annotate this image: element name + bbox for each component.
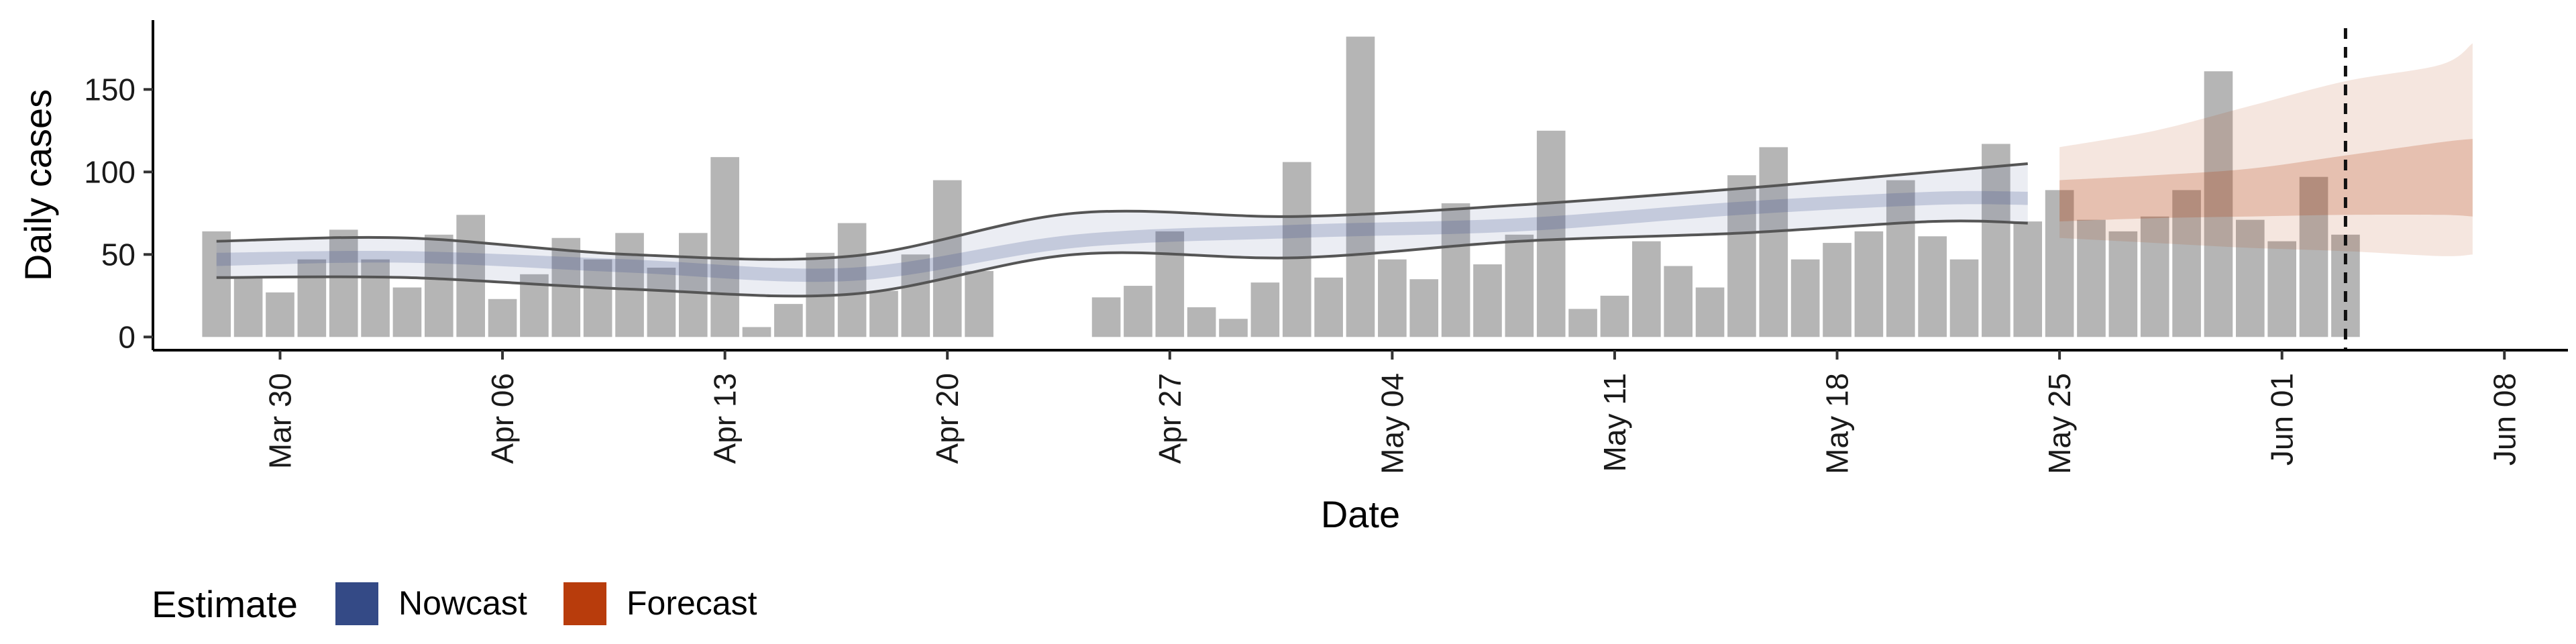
- bar: [647, 268, 676, 337]
- bar: [965, 270, 994, 337]
- bar: [1536, 130, 1566, 337]
- x-tick-label: May 18: [1820, 373, 1855, 474]
- bar: [425, 234, 453, 337]
- bar: [1441, 203, 1470, 337]
- estimate-bands: [216, 43, 2473, 297]
- bar: [1378, 259, 1407, 337]
- bar: [678, 233, 708, 337]
- bar: [1314, 277, 1343, 337]
- tick-labels: 0 50 100 150 Mar 30 Apr 06 Apr 13 Apr 20 Apr 27 M…: [84, 72, 2522, 474]
- axes: [144, 20, 2568, 360]
- bar: [1568, 309, 1597, 337]
- legend-key-forecast: [564, 582, 606, 625]
- bar: [1982, 144, 2010, 337]
- bar: [233, 277, 263, 337]
- x-tick-label: Mar 30: [262, 373, 297, 469]
- bar: [2140, 216, 2169, 337]
- bar: [1886, 180, 1915, 337]
- bar: [2267, 241, 2296, 337]
- forecast-outer-band: [2059, 43, 2473, 256]
- bar: [2108, 231, 2138, 337]
- forecast-inner-band: [2059, 139, 2473, 222]
- bar: [1727, 175, 1756, 337]
- bar: [742, 327, 771, 337]
- bar: [2077, 219, 2106, 337]
- bar: [1124, 286, 1152, 337]
- bar: [361, 259, 390, 337]
- x-tick-label: May 11: [1597, 373, 1632, 472]
- bar: [392, 287, 422, 337]
- bar: [2013, 221, 2043, 337]
- bar: [2204, 71, 2233, 337]
- nowcast-upper-line: [216, 162, 2028, 261]
- bar: [456, 215, 485, 337]
- bar: [2172, 190, 2201, 337]
- bar: [2045, 190, 2074, 337]
- estimate-lines: [216, 162, 2028, 298]
- bar: [488, 299, 517, 337]
- bar: [774, 304, 803, 337]
- bar: [1695, 287, 1725, 337]
- bar: [583, 259, 612, 337]
- daily-cases-bars: [202, 36, 2360, 337]
- x-axis-title: Date: [1321, 493, 1400, 535]
- y-tick-label: 0: [118, 319, 136, 354]
- y-tick-label: 50: [101, 237, 136, 272]
- bar: [901, 254, 930, 337]
- legend-title: Estimate: [152, 583, 298, 625]
- bar: [1219, 319, 1248, 337]
- y-tick-label: 100: [84, 154, 136, 189]
- x-tick-label: Jun 08: [2487, 373, 2522, 466]
- x-tick-label: Apr 27: [1152, 373, 1187, 464]
- bar: [2299, 176, 2328, 337]
- nowcast-lower-line: [216, 219, 2028, 298]
- x-tick-label: Apr 20: [930, 373, 965, 464]
- x-tick-label: Jun 01: [2265, 373, 2300, 466]
- bar: [329, 229, 358, 337]
- bar: [1949, 259, 1979, 337]
- bar: [1759, 147, 1788, 337]
- bar: [2236, 219, 2265, 337]
- bar: [1505, 234, 1534, 337]
- bar: [1250, 282, 1280, 337]
- bar: [1409, 279, 1439, 337]
- bar: [1346, 36, 1375, 337]
- legend-label-forecast: Forecast: [627, 584, 757, 622]
- bar: [266, 292, 294, 337]
- bar: [710, 157, 739, 337]
- bar: [1632, 241, 1661, 337]
- bar: [1600, 295, 1629, 337]
- bar: [1282, 162, 1311, 337]
- bar: [1155, 231, 1185, 337]
- x-tick-label: May 04: [1375, 373, 1409, 474]
- y-tick-label: 150: [84, 72, 136, 107]
- legend: Estimate Nowcast Forecast: [152, 582, 757, 625]
- bar: [837, 223, 867, 337]
- x-tick-label: May 25: [2042, 373, 2077, 474]
- bar: [1187, 307, 1216, 337]
- legend-label-nowcast: Nowcast: [398, 584, 527, 622]
- bar: [1473, 264, 1502, 337]
- nowcast-inner-band: [216, 191, 2028, 282]
- bar: [1854, 231, 1884, 337]
- bar: [932, 180, 962, 337]
- bar: [869, 290, 898, 337]
- x-tick-label: Apr 06: [485, 373, 520, 464]
- bar: [1091, 297, 1121, 337]
- bar: [615, 233, 644, 337]
- bar: [1918, 236, 1947, 337]
- x-tick-label: Apr 13: [708, 373, 743, 464]
- nowcast-outer-band: [216, 164, 2028, 297]
- bar: [202, 231, 231, 337]
- legend-key-nowcast: [335, 582, 378, 625]
- y-axis-title: Daily cases: [17, 89, 59, 281]
- bar: [1664, 266, 1693, 337]
- bar: [297, 259, 327, 337]
- bar: [1790, 259, 1820, 337]
- bar: [1823, 243, 1851, 337]
